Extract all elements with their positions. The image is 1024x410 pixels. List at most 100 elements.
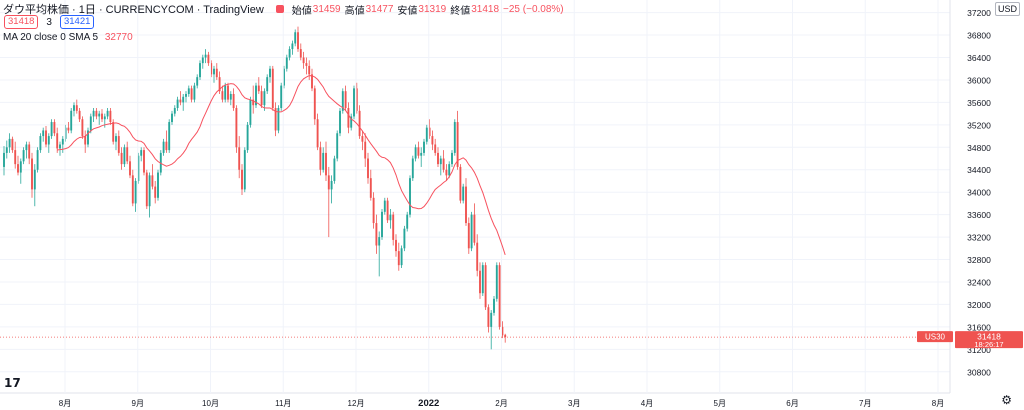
candle-body	[414, 147, 417, 159]
candle-body	[246, 124, 249, 151]
candle-body	[420, 152, 423, 156]
candle-body	[115, 136, 117, 142]
candle-body	[470, 214, 473, 249]
candle-body	[425, 127, 428, 142]
candle-body	[190, 88, 193, 100]
candle-body	[143, 150, 145, 173]
candle-body	[263, 91, 266, 106]
y-tick-label: 36400	[967, 53, 991, 63]
candle-body	[185, 93, 187, 97]
candle-body	[417, 147, 420, 156]
indicator-legend[interactable]: MA 20 close 0 SMA 5 32770	[3, 32, 133, 43]
candle-body	[484, 265, 487, 308]
candle-body	[378, 237, 381, 246]
candle-body	[112, 122, 115, 142]
candle-body	[395, 239, 397, 252]
candle-body	[445, 169, 448, 176]
candle-body	[75, 105, 78, 111]
candle-body	[73, 105, 75, 111]
candle-body	[389, 214, 392, 221]
candle-body	[283, 68, 285, 86]
bid-button[interactable]: 31418	[4, 15, 39, 29]
candle-body	[196, 77, 199, 86]
close-value: 31418	[471, 3, 500, 15]
candle-body	[473, 214, 476, 243]
candle-body	[103, 116, 106, 120]
candle-body	[495, 265, 498, 299]
candle-body	[423, 141, 425, 153]
y-tick-label: 32800	[967, 255, 991, 265]
candle-body	[442, 158, 445, 170]
candle-body	[232, 93, 235, 109]
candle-body	[61, 138, 64, 145]
candle-body	[207, 54, 210, 64]
quote-row: 31418 3 31421	[4, 15, 95, 29]
spread-value: 3	[46, 16, 52, 28]
candle-body	[31, 158, 33, 190]
candle-body	[92, 110, 95, 117]
candle-body	[479, 270, 481, 294]
gear-icon[interactable]: ⚙	[1001, 393, 1012, 407]
candle-body	[129, 161, 131, 176]
candle-body	[148, 175, 151, 207]
candle-body	[187, 88, 190, 94]
candle-body	[462, 186, 465, 201]
candle-body	[437, 152, 439, 165]
candle-body	[78, 110, 81, 120]
candle-body	[358, 110, 361, 137]
y-tick-label: 34400	[967, 165, 991, 175]
candle-body	[288, 49, 291, 58]
ask-button[interactable]: 31421	[59, 15, 95, 29]
candle-body	[238, 147, 241, 170]
candle-body	[294, 32, 297, 44]
candle-body	[467, 223, 470, 249]
y-tick-label: 31200	[967, 345, 991, 355]
y-tick-label: 32000	[967, 300, 991, 310]
price-tag-box	[955, 331, 1023, 349]
candle-body	[210, 63, 213, 75]
candle-body	[173, 108, 176, 114]
candle-body	[481, 265, 484, 294]
candle-body	[493, 298, 495, 313]
candle-body	[221, 91, 224, 100]
x-tick-label: 3月	[568, 399, 580, 408]
y-tick-label: 33600	[967, 210, 991, 220]
candle-body	[106, 110, 109, 117]
candle-body	[137, 155, 140, 181]
y-tick-label: 32400	[967, 277, 991, 287]
y-tick-label: 31600	[967, 322, 991, 332]
candle-body	[339, 110, 341, 134]
candle-body	[428, 127, 431, 137]
candle-body	[280, 85, 283, 109]
tradingview-logo-icon[interactable]: 𝟭𝟳	[4, 376, 21, 390]
candle-body	[313, 88, 316, 120]
y-tick-label: 37200	[967, 8, 991, 18]
candle-body	[154, 186, 157, 198]
candle-body	[369, 178, 372, 198]
currency-button[interactable]: USD	[994, 2, 1020, 16]
candle-body	[182, 96, 185, 103]
symbol-tag-box	[917, 331, 953, 343]
candle-body	[434, 144, 437, 153]
open-value: 31459	[312, 3, 341, 15]
candle-body	[361, 136, 364, 142]
candle-body	[465, 186, 467, 224]
x-tick-label: 2022	[418, 398, 439, 409]
candle-body	[56, 133, 59, 149]
candle-body	[504, 334, 507, 338]
countdown-text: 18:26:17	[974, 340, 1003, 349]
candle-body	[17, 164, 19, 173]
candle-body	[241, 169, 243, 190]
candle-body	[33, 169, 36, 190]
candle-body	[11, 138, 14, 151]
candle-body	[266, 77, 269, 92]
price-tag-text: 31418	[977, 332, 1001, 342]
candle-body	[336, 133, 339, 159]
candle-body	[70, 110, 73, 131]
y-tick-label: 36800	[967, 31, 991, 41]
candle-body	[269, 68, 271, 78]
candle-body	[498, 265, 501, 327]
candle-body	[42, 130, 45, 137]
